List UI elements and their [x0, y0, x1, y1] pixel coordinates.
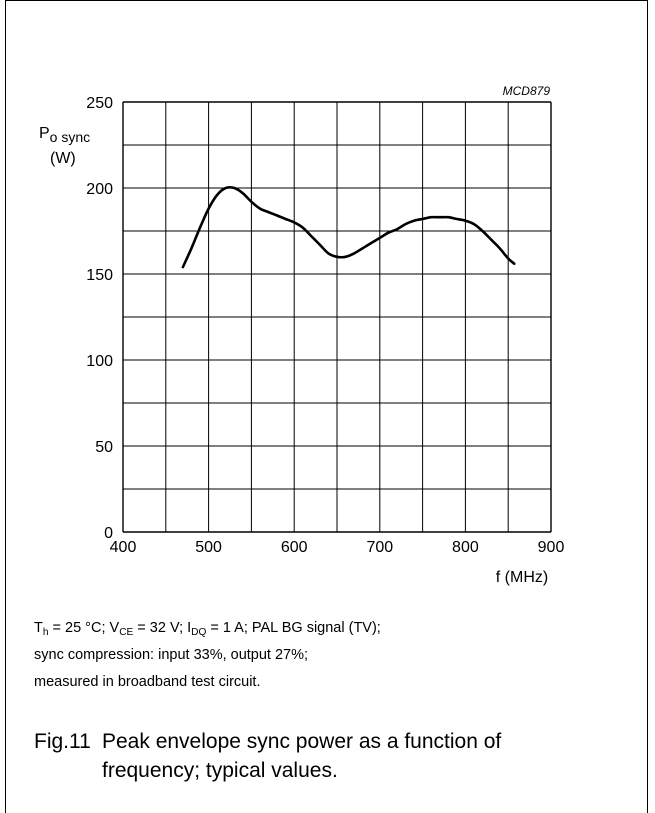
- x-tick-label: 400: [110, 539, 137, 556]
- test-conditions-line-1: Th = 25 °C; VCE = 32 V; IDQ = 1 A; PAL B…: [34, 620, 381, 638]
- y-tick-labels: 0 50 100 150 200 250: [86, 95, 113, 542]
- test-conditions-line-2: sync compression: input 33%, output 27%;: [34, 647, 309, 663]
- figure-frame: [5, 0, 648, 813]
- x-tick-label: 700: [366, 539, 393, 556]
- x-tick-label: 600: [281, 539, 308, 556]
- x-tick-label: 900: [538, 539, 565, 556]
- x-tick-label: 800: [452, 539, 479, 556]
- y-tick-label: 200: [86, 181, 113, 198]
- figure-number: Fig.11: [34, 730, 91, 753]
- chart-code: MCD879: [503, 84, 551, 98]
- test-conditions-line-3: measured in broadband test circuit.: [34, 674, 261, 690]
- y-tick-label: 0: [104, 525, 113, 542]
- x-axis-label: f (MHz): [496, 569, 548, 586]
- y-tick-label: 50: [95, 439, 113, 456]
- y-tick-label: 250: [86, 95, 113, 112]
- x-tick-label: 500: [195, 539, 222, 556]
- caption-line-2: frequency; typical values.: [102, 759, 338, 782]
- y-tick-label: 100: [86, 353, 113, 370]
- y-axis-unit: (W): [50, 150, 76, 167]
- x-tick-labels: 400 500 600 700 800 900: [110, 539, 565, 556]
- series-line-po-sync: [181, 185, 516, 269]
- y-tick-label: 150: [86, 267, 113, 284]
- figure-caption: Fig.11 Peak envelope sync power as a func…: [34, 727, 501, 785]
- y-axis-label: Po sync: [39, 125, 90, 145]
- chart-grid: [122, 101, 552, 533]
- caption-line-1: Peak envelope sync power as a function o…: [102, 730, 502, 753]
